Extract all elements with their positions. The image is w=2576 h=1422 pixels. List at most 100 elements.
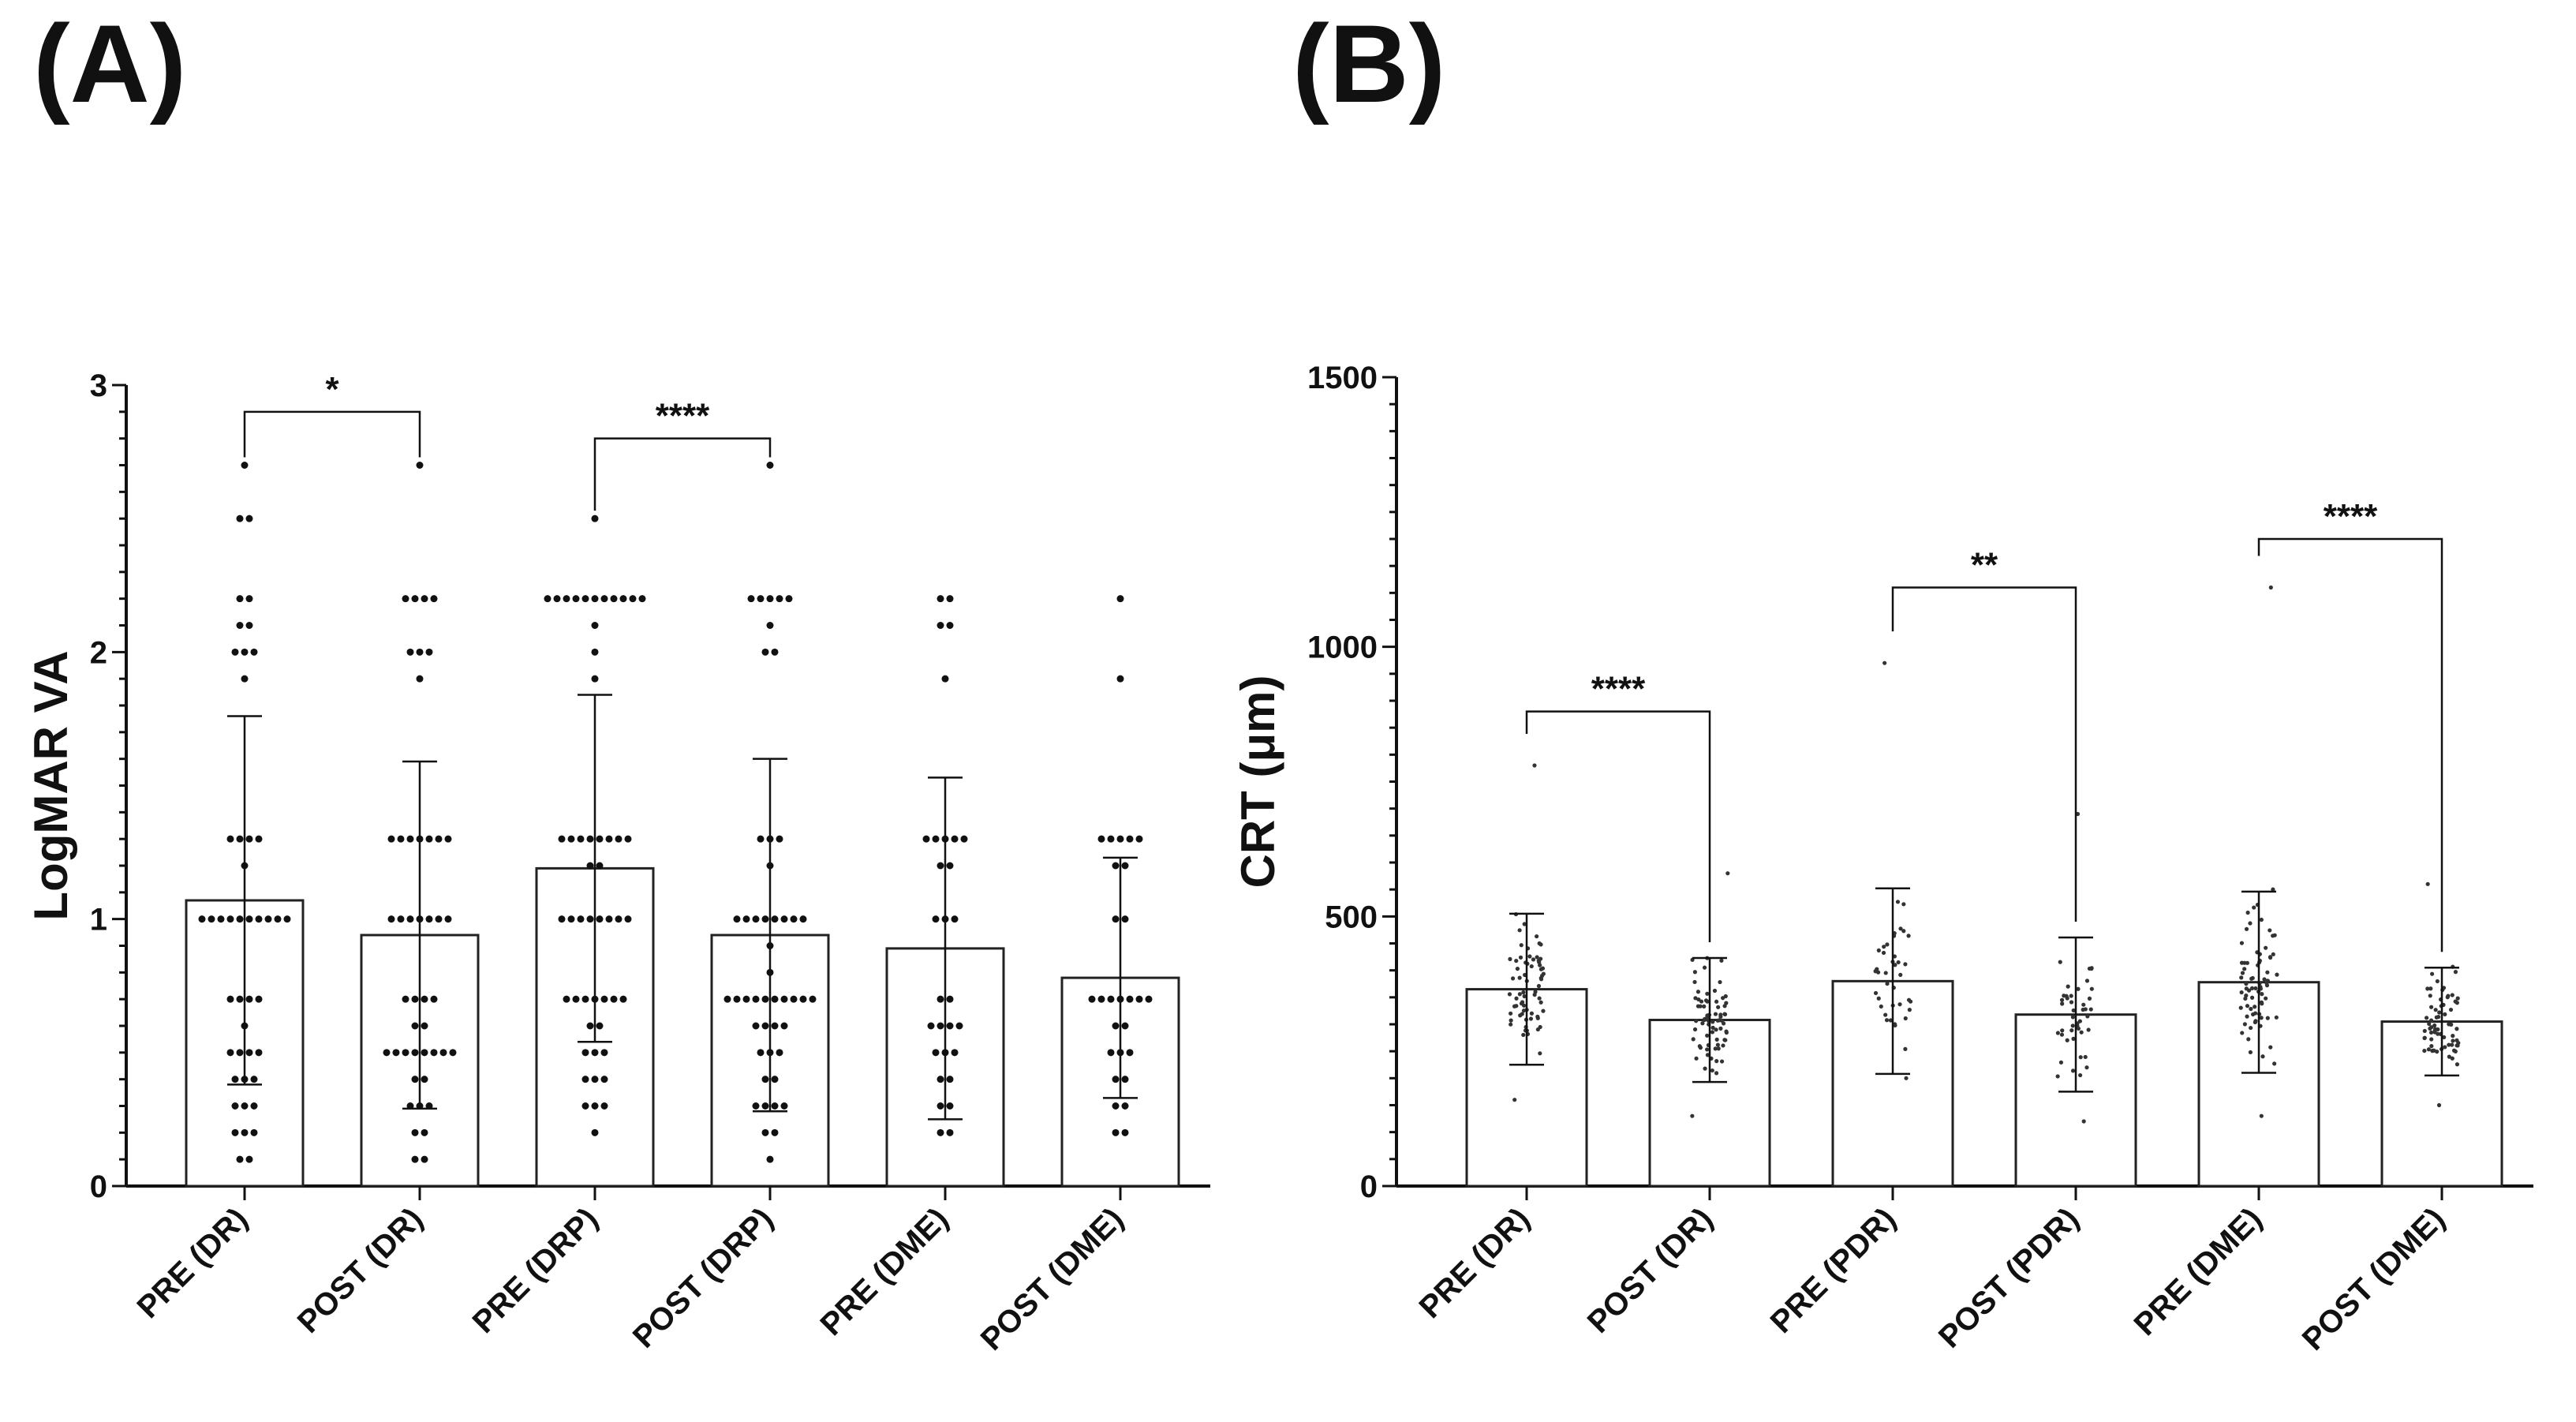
data-point	[2088, 1007, 2093, 1012]
data-point	[430, 1049, 438, 1057]
data-point	[1875, 967, 1879, 971]
data-point	[2435, 1050, 2440, 1054]
data-point	[421, 595, 428, 603]
data-point	[761, 1022, 769, 1030]
data-point	[1714, 1037, 1719, 1042]
data-point	[937, 595, 944, 603]
data-point	[2070, 1023, 2075, 1028]
data-point	[2089, 986, 2094, 991]
data-point	[1710, 1030, 1715, 1035]
data-point	[1713, 1012, 1718, 1016]
data-point	[411, 595, 419, 603]
data-point	[283, 915, 291, 923]
data-point	[2087, 996, 2092, 1001]
data-point	[577, 915, 585, 923]
data-point	[1112, 915, 1120, 923]
data-point	[2448, 1007, 2454, 1012]
data-point	[771, 1128, 779, 1136]
data-point	[2428, 1005, 2434, 1009]
data-point	[2245, 910, 2250, 915]
data-point	[1538, 956, 1543, 961]
data-point	[591, 595, 599, 603]
significance-label: ****	[656, 397, 710, 436]
data-point	[1519, 943, 1524, 948]
data-point	[1696, 1004, 1701, 1008]
data-point	[1116, 595, 1124, 603]
data-point	[946, 1022, 954, 1030]
data-point	[563, 995, 570, 1003]
data-point	[255, 835, 263, 843]
data-point	[2253, 1011, 2258, 1016]
data-point	[2249, 995, 2255, 1000]
data-point	[946, 995, 954, 1003]
data-point	[946, 1076, 954, 1083]
data-point	[236, 995, 244, 1003]
data-point	[1724, 1030, 1729, 1035]
data-point	[1121, 1076, 1129, 1083]
y-tick-label: 1500	[1307, 361, 1378, 395]
x-category-label: PRE (DR)	[1413, 1201, 1537, 1325]
data-point	[1537, 996, 1542, 1001]
data-point	[245, 1049, 253, 1057]
data-point	[596, 862, 604, 870]
x-category-label: POST (DRP)	[626, 1201, 780, 1355]
data-point	[411, 1155, 419, 1163]
data-point	[563, 595, 570, 603]
data-point	[2253, 986, 2258, 991]
data-point	[2429, 1037, 2434, 1042]
data-point	[241, 1128, 249, 1136]
data-point	[208, 915, 215, 923]
data-point	[2084, 1065, 2089, 1070]
data-point	[387, 915, 395, 923]
data-point	[2427, 1021, 2432, 1027]
data-point	[2070, 1015, 2075, 1020]
data-point	[2453, 1049, 2458, 1053]
data-point	[1714, 1071, 1719, 1076]
data-point	[771, 915, 779, 923]
data-point	[1537, 941, 1542, 946]
data-point	[1121, 1128, 1129, 1136]
data-point	[2245, 960, 2249, 965]
data-point	[1126, 835, 1134, 843]
data-point	[1126, 995, 1134, 1003]
data-point	[2245, 1004, 2250, 1008]
data-point	[241, 462, 249, 469]
data-point	[1121, 862, 1129, 870]
data-point	[2455, 1043, 2460, 1048]
data-point	[771, 1076, 779, 1083]
data-point	[937, 1076, 944, 1083]
data-point	[421, 1022, 428, 1030]
data-point	[2259, 1113, 2264, 1118]
data-point	[245, 1155, 253, 1163]
data-point	[567, 915, 575, 923]
data-point	[615, 915, 623, 923]
data-point	[1692, 979, 1697, 985]
data-point	[2268, 955, 2273, 960]
data-point	[790, 995, 798, 1003]
data-point	[591, 515, 599, 522]
data-point	[198, 915, 206, 923]
data-point	[1702, 1017, 1707, 1023]
data-point	[2450, 1042, 2454, 1047]
data-point	[2062, 994, 2066, 998]
data-point	[435, 835, 443, 843]
data-point	[2071, 1008, 2076, 1013]
data-point	[1692, 970, 1697, 975]
data-point	[245, 915, 253, 923]
data-point	[1712, 988, 1718, 994]
data-point	[790, 915, 798, 923]
data-point	[416, 675, 424, 683]
data-point	[761, 648, 769, 656]
data-point	[757, 595, 765, 603]
data-point	[1705, 1047, 1710, 1052]
data-point	[2055, 1074, 2060, 1079]
data-point	[1521, 1008, 1527, 1013]
data-point	[1520, 1012, 1524, 1016]
data-point	[1702, 1004, 1707, 1008]
data-point	[274, 915, 282, 923]
data-point	[558, 915, 566, 923]
data-point	[1694, 1056, 1699, 1061]
data-point	[776, 835, 783, 843]
data-point	[1713, 1046, 1718, 1051]
data-point	[586, 862, 594, 870]
